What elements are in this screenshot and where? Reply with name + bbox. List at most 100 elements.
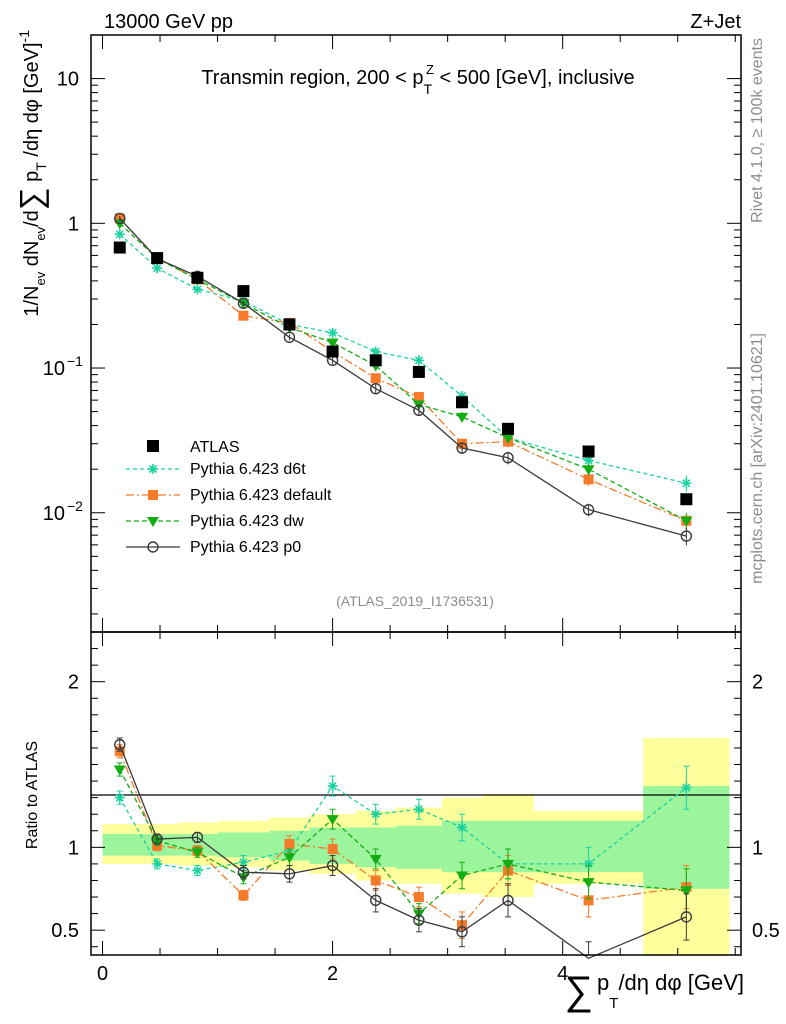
ratio-series-line [119,769,687,915]
series-marker [681,478,692,489]
ratio-band-green [395,825,442,869]
main-frame [90,34,742,633]
legend-label-atlas: ATLAS [190,439,240,456]
ratio-marker [237,866,250,878]
ratio-panel: 0.5 0.5 1 1 2 2 0 2 4 Ratio to ATLAS [24,631,780,985]
main-data-points [113,241,693,506]
x-tick-label: 0 [97,963,108,985]
ratio-marker [502,894,514,907]
series-marker [114,229,125,240]
series-marker [238,310,249,321]
ratio-y-tick-label-right: 1 [752,837,763,859]
ratio-marker [583,895,594,906]
atlas-data-point [369,354,382,367]
x-tick-label: 4 [557,963,568,985]
ratio-marker [191,848,204,859]
header-process: Z+Jet [690,11,741,33]
atlas-data-point [412,365,425,378]
atlas-data-point [283,318,296,331]
ratio-series [113,737,693,960]
atlas-data-point [456,396,469,409]
ratio-marker [680,886,693,897]
ratio-marker [114,738,126,751]
ratio-marker [238,857,249,868]
main-y-tick-label: 10 [43,503,65,525]
x-tick-label: 2 [327,963,338,985]
plot-title: Transmin region, 200 < pTZ < 500 [GeV], … [201,62,634,97]
series-marker [456,442,468,454]
series-marker [192,284,203,295]
series-marker [327,327,338,338]
atlas-data-point [191,271,204,284]
ratio-marker [413,914,425,926]
ratio-marker [284,839,295,850]
ratio-marker [413,892,424,903]
ratio-marker [327,843,338,854]
ratio-marker [327,781,338,792]
ratio-band-green [177,834,218,856]
series-line [119,222,687,522]
ratio-marker [502,859,515,870]
ratio-marker [582,878,595,889]
ratio-marker [326,815,339,826]
series-marker [456,412,469,423]
main-y-axis-label: 1/Nev dNev/d∑ pT /dη dφ [GeV]-1 [13,30,49,317]
series-marker [502,452,514,464]
series-marker [582,503,595,516]
atlas-data-point [237,285,250,298]
ratio-y-tick-label-right: 0.5 [752,920,780,942]
ratio-marker [456,926,468,938]
series-marker [237,297,250,310]
atlas-data-point [582,445,595,458]
series-marker [152,263,163,274]
atlas-data-point [680,493,693,506]
ratio-marker [152,858,163,869]
series-marker [114,212,126,225]
legend: ATLAS Pythia 6.423 d6t Pythia 6.423 defau… [126,439,332,556]
atlas-data-point [502,422,515,435]
ratio-marker [326,859,339,872]
atlas-data-point [113,241,126,254]
legend-marker [147,517,159,527]
series-marker [413,355,424,366]
x-axis-label: ∑ pT/dη dφ [GeV] [565,969,745,1013]
ratio-y-tick-label-right: 2 [752,672,763,694]
main-y-tick-label-exponent: −2 [67,498,83,514]
mcplots-label: mcplots.cern.ch [arXiv:2401.10621] [749,333,766,584]
rivet-label: Rivet 4.1.0, ≥ 100k events [749,38,766,223]
ratio-marker [370,894,382,907]
legend-label: Pythia 6.423 d6t [190,461,306,478]
ratio-marker [370,809,381,820]
ratio-marker [370,875,381,886]
ratio-marker [113,765,126,776]
ratio-y-axis-label: Ratio to ATLAS [24,741,41,849]
ratio-y-tick-label: 2 [68,672,79,694]
atlas-data-point [326,345,339,358]
legend-label: Pythia 6.423 dw [190,513,304,530]
atlas-data-point [151,252,164,265]
ratio-frame [90,631,742,956]
main-y-tick-label: 10 [43,358,65,380]
ratio-marker [369,854,382,865]
series-marker [582,465,595,476]
series-marker [502,433,515,444]
ratio-band-green [217,832,270,858]
ratio-marker [681,782,692,793]
series-line [119,233,687,484]
main-x-axis [102,35,736,632]
series-marker [326,338,339,349]
ratio-marker [191,831,204,844]
series-marker [413,392,424,403]
series-marker [583,474,594,485]
ratio-marker [457,822,468,833]
series-marker [680,516,693,527]
series-marker [283,331,296,344]
ratio-y-tick-label: 1 [68,837,79,859]
legend-label: Pythia 6.423 default [190,487,332,504]
ratio-marker [283,868,296,880]
series-marker [370,382,382,395]
main-y-tick-label: 10 [57,69,79,91]
legend-marker [148,464,158,474]
